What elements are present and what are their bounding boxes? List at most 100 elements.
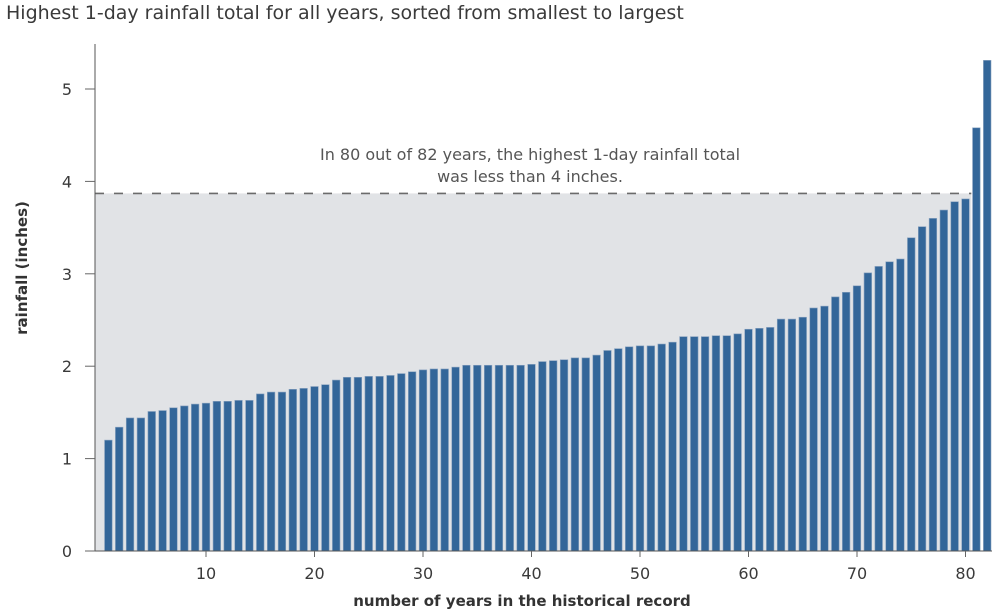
bar	[809, 307, 818, 552]
bar	[234, 400, 243, 552]
bar	[364, 376, 373, 552]
annotation-line-1: In 80 out of 82 years, the highest 1-day…	[320, 145, 740, 164]
bar	[462, 364, 471, 552]
bar	[961, 198, 970, 552]
bar	[473, 364, 482, 552]
bar	[342, 376, 352, 552]
bar	[136, 417, 146, 552]
bar	[614, 348, 623, 552]
bar	[646, 345, 655, 552]
bar	[711, 335, 721, 552]
bar	[527, 364, 536, 552]
bar	[375, 376, 384, 552]
bar	[874, 266, 883, 552]
y-axis-label: rainfall (inches)	[13, 201, 31, 335]
bar	[451, 366, 460, 552]
y-tick-label: 2	[62, 357, 72, 376]
bar	[776, 318, 786, 552]
bar	[755, 328, 764, 552]
bar	[657, 343, 666, 552]
x-axis-label: number of years in the historical record	[353, 592, 691, 610]
bar	[733, 333, 742, 552]
x-tick-label: 60	[738, 564, 758, 583]
y-tick-label: 4	[62, 172, 72, 191]
x-tick-label: 40	[521, 564, 541, 583]
bar	[288, 388, 297, 552]
bar	[798, 316, 807, 552]
y-tick-label: 1	[62, 450, 72, 469]
bar	[820, 305, 829, 552]
bar	[277, 391, 287, 552]
bar	[570, 357, 579, 552]
bar	[212, 401, 221, 552]
bar	[104, 439, 113, 552]
bar	[408, 371, 417, 552]
bar	[353, 376, 363, 552]
bar	[668, 341, 677, 552]
bar	[679, 336, 688, 552]
y-tick-label: 0	[62, 542, 72, 561]
bar	[549, 360, 558, 552]
bar	[559, 359, 569, 552]
bar	[538, 361, 547, 552]
bar	[223, 401, 232, 552]
bar	[972, 127, 981, 552]
x-tick-label: 50	[630, 564, 650, 583]
bar	[592, 354, 601, 552]
bar	[158, 410, 167, 552]
bar	[635, 345, 645, 552]
y-tick-label: 5	[62, 80, 72, 99]
x-tick-label: 80	[955, 564, 975, 583]
bar	[950, 201, 959, 552]
bar	[700, 336, 710, 552]
bar	[397, 373, 406, 552]
bar	[483, 364, 493, 552]
annotation-line-2: was less than 4 inches.	[437, 167, 623, 186]
x-tick-label: 20	[304, 564, 324, 583]
bar	[863, 272, 872, 552]
bar	[516, 364, 525, 552]
bar	[169, 407, 178, 552]
bar	[625, 346, 634, 552]
bar	[256, 393, 265, 552]
bar	[429, 368, 438, 552]
chart-title: Highest 1-day rainfall total for all yea…	[6, 2, 684, 24]
bar	[125, 417, 135, 552]
bar	[245, 400, 254, 552]
bar	[603, 350, 612, 552]
bar	[787, 318, 796, 552]
bar	[852, 285, 862, 552]
x-tick-label: 30	[413, 564, 433, 583]
bar	[722, 335, 731, 552]
bar	[201, 402, 211, 552]
bar	[896, 258, 905, 552]
bar	[494, 364, 504, 552]
bar	[917, 226, 927, 552]
bar	[907, 237, 916, 552]
y-tick-label: 3	[62, 265, 72, 284]
bar	[310, 386, 319, 552]
bar	[831, 296, 840, 552]
x-tick-label: 10	[196, 564, 216, 583]
bar	[180, 405, 189, 552]
bar	[766, 327, 775, 552]
x-tick-label: 70	[847, 564, 867, 583]
bar	[744, 328, 753, 552]
bar	[332, 379, 341, 552]
bar	[386, 375, 395, 552]
bar	[581, 357, 590, 552]
bar	[690, 336, 699, 552]
bar	[440, 368, 449, 552]
bar	[115, 426, 124, 552]
bar	[939, 209, 948, 552]
bar	[885, 261, 894, 552]
bar	[983, 60, 992, 552]
bar	[147, 411, 156, 552]
bar	[842, 291, 851, 552]
bar	[266, 391, 276, 552]
bar	[505, 364, 514, 552]
bar	[321, 384, 330, 552]
bar	[191, 403, 200, 552]
bar	[928, 218, 938, 552]
